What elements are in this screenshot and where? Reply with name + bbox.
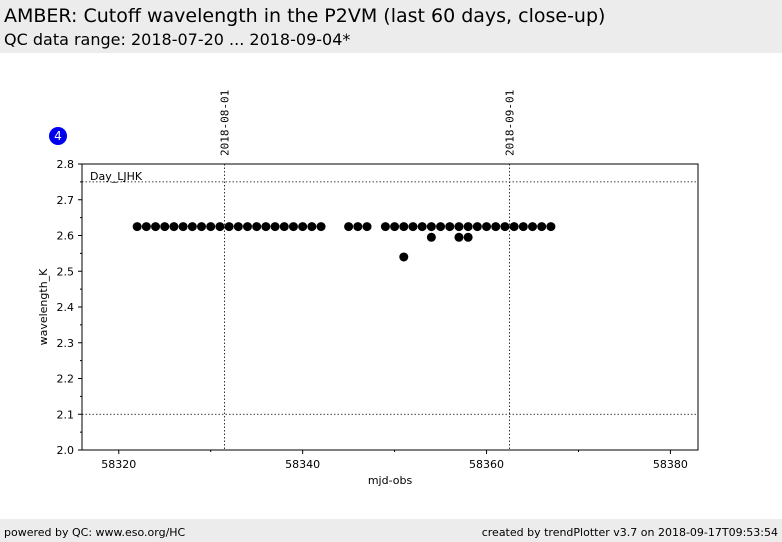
y-tick-label: 2.0 [57, 444, 75, 457]
data-point [215, 222, 225, 232]
y-tick-label: 2.1 [57, 408, 75, 421]
data-point [426, 232, 436, 242]
data-point [491, 222, 501, 232]
data-point [528, 222, 538, 232]
data-point [454, 232, 464, 242]
data-point [500, 222, 510, 232]
data-point [132, 222, 142, 232]
data-point [298, 222, 308, 232]
data-point [169, 222, 179, 232]
y-tick-label: 2.8 [57, 158, 75, 171]
data-point [408, 222, 418, 232]
x-axis-label: mjd-obs [368, 474, 413, 487]
data-point [518, 222, 528, 232]
data-point [242, 222, 252, 232]
data-point [362, 222, 372, 232]
data-point [546, 222, 556, 232]
x-tick-label: 58380 [653, 458, 688, 471]
date-marker-label: 2018-09-01 [504, 90, 517, 156]
data-point [426, 222, 436, 232]
data-point [509, 222, 519, 232]
header-bar: AMBER: Cutoff wavelength in the P2VM (la… [0, 0, 782, 53]
y-tick-label: 2.4 [57, 301, 75, 314]
data-point [399, 222, 409, 232]
data-point [197, 222, 207, 232]
data-point [454, 222, 464, 232]
data-point [445, 222, 455, 232]
data-point [224, 222, 234, 232]
data-point [252, 222, 262, 232]
data-point [160, 222, 170, 232]
badge-circle [49, 127, 67, 145]
data-point [233, 222, 243, 232]
x-tick-label: 58360 [469, 458, 504, 471]
data-point [399, 252, 409, 262]
data-point [537, 222, 547, 232]
data-point [463, 222, 473, 232]
date-marker-label: 2018-08-01 [219, 90, 232, 156]
data-point [380, 222, 390, 232]
footer-generator: created by trendPlotter v3.7 on 2018-09-… [481, 526, 778, 539]
data-point [463, 232, 473, 242]
data-point [279, 222, 289, 232]
data-point [261, 222, 271, 232]
plot-frame [81, 163, 699, 451]
data-point [482, 222, 492, 232]
y-axis-label: wavelength_K [37, 268, 50, 346]
data-point [288, 222, 298, 232]
y-tick-label: 2.7 [57, 194, 75, 207]
y-tick-label: 2.6 [57, 230, 75, 243]
data-point [307, 222, 317, 232]
data-point [417, 222, 427, 232]
plot-number-badge: 4 [49, 127, 67, 145]
page-subtitle: QC data range: 2018-07-20 ... 2018-09-04… [4, 30, 351, 49]
data-point [390, 222, 400, 232]
data-point [187, 222, 197, 232]
footer-credit: powered by QC: www.eso.org/HC [4, 526, 186, 539]
y-tick-label: 2.2 [57, 373, 75, 386]
x-tick-label: 58340 [285, 458, 320, 471]
data-point [344, 222, 354, 232]
data-point [206, 222, 216, 232]
data-point [436, 222, 446, 232]
page-title: AMBER: Cutoff wavelength in the P2VM (la… [4, 5, 606, 27]
plot-annotation: Day_LJHK [90, 170, 143, 183]
data-point [178, 222, 188, 232]
y-tick-label: 2.3 [57, 337, 75, 350]
data-point [353, 222, 363, 232]
data-point [472, 222, 482, 232]
data-point [316, 222, 326, 232]
x-tick-label: 58320 [101, 458, 136, 471]
data-point [141, 222, 151, 232]
data-point [151, 222, 161, 232]
footer-bar: powered by QC: www.eso.org/HC created by… [0, 519, 782, 542]
y-tick-label: 2.5 [57, 265, 75, 278]
badge-label: 4 [54, 129, 62, 143]
plot-area: 2018-08-01 2018-09-01 2.0 2.1 2.2 2.3 2.4 2.5 2.… [37, 90, 699, 487]
data-point [270, 222, 280, 232]
